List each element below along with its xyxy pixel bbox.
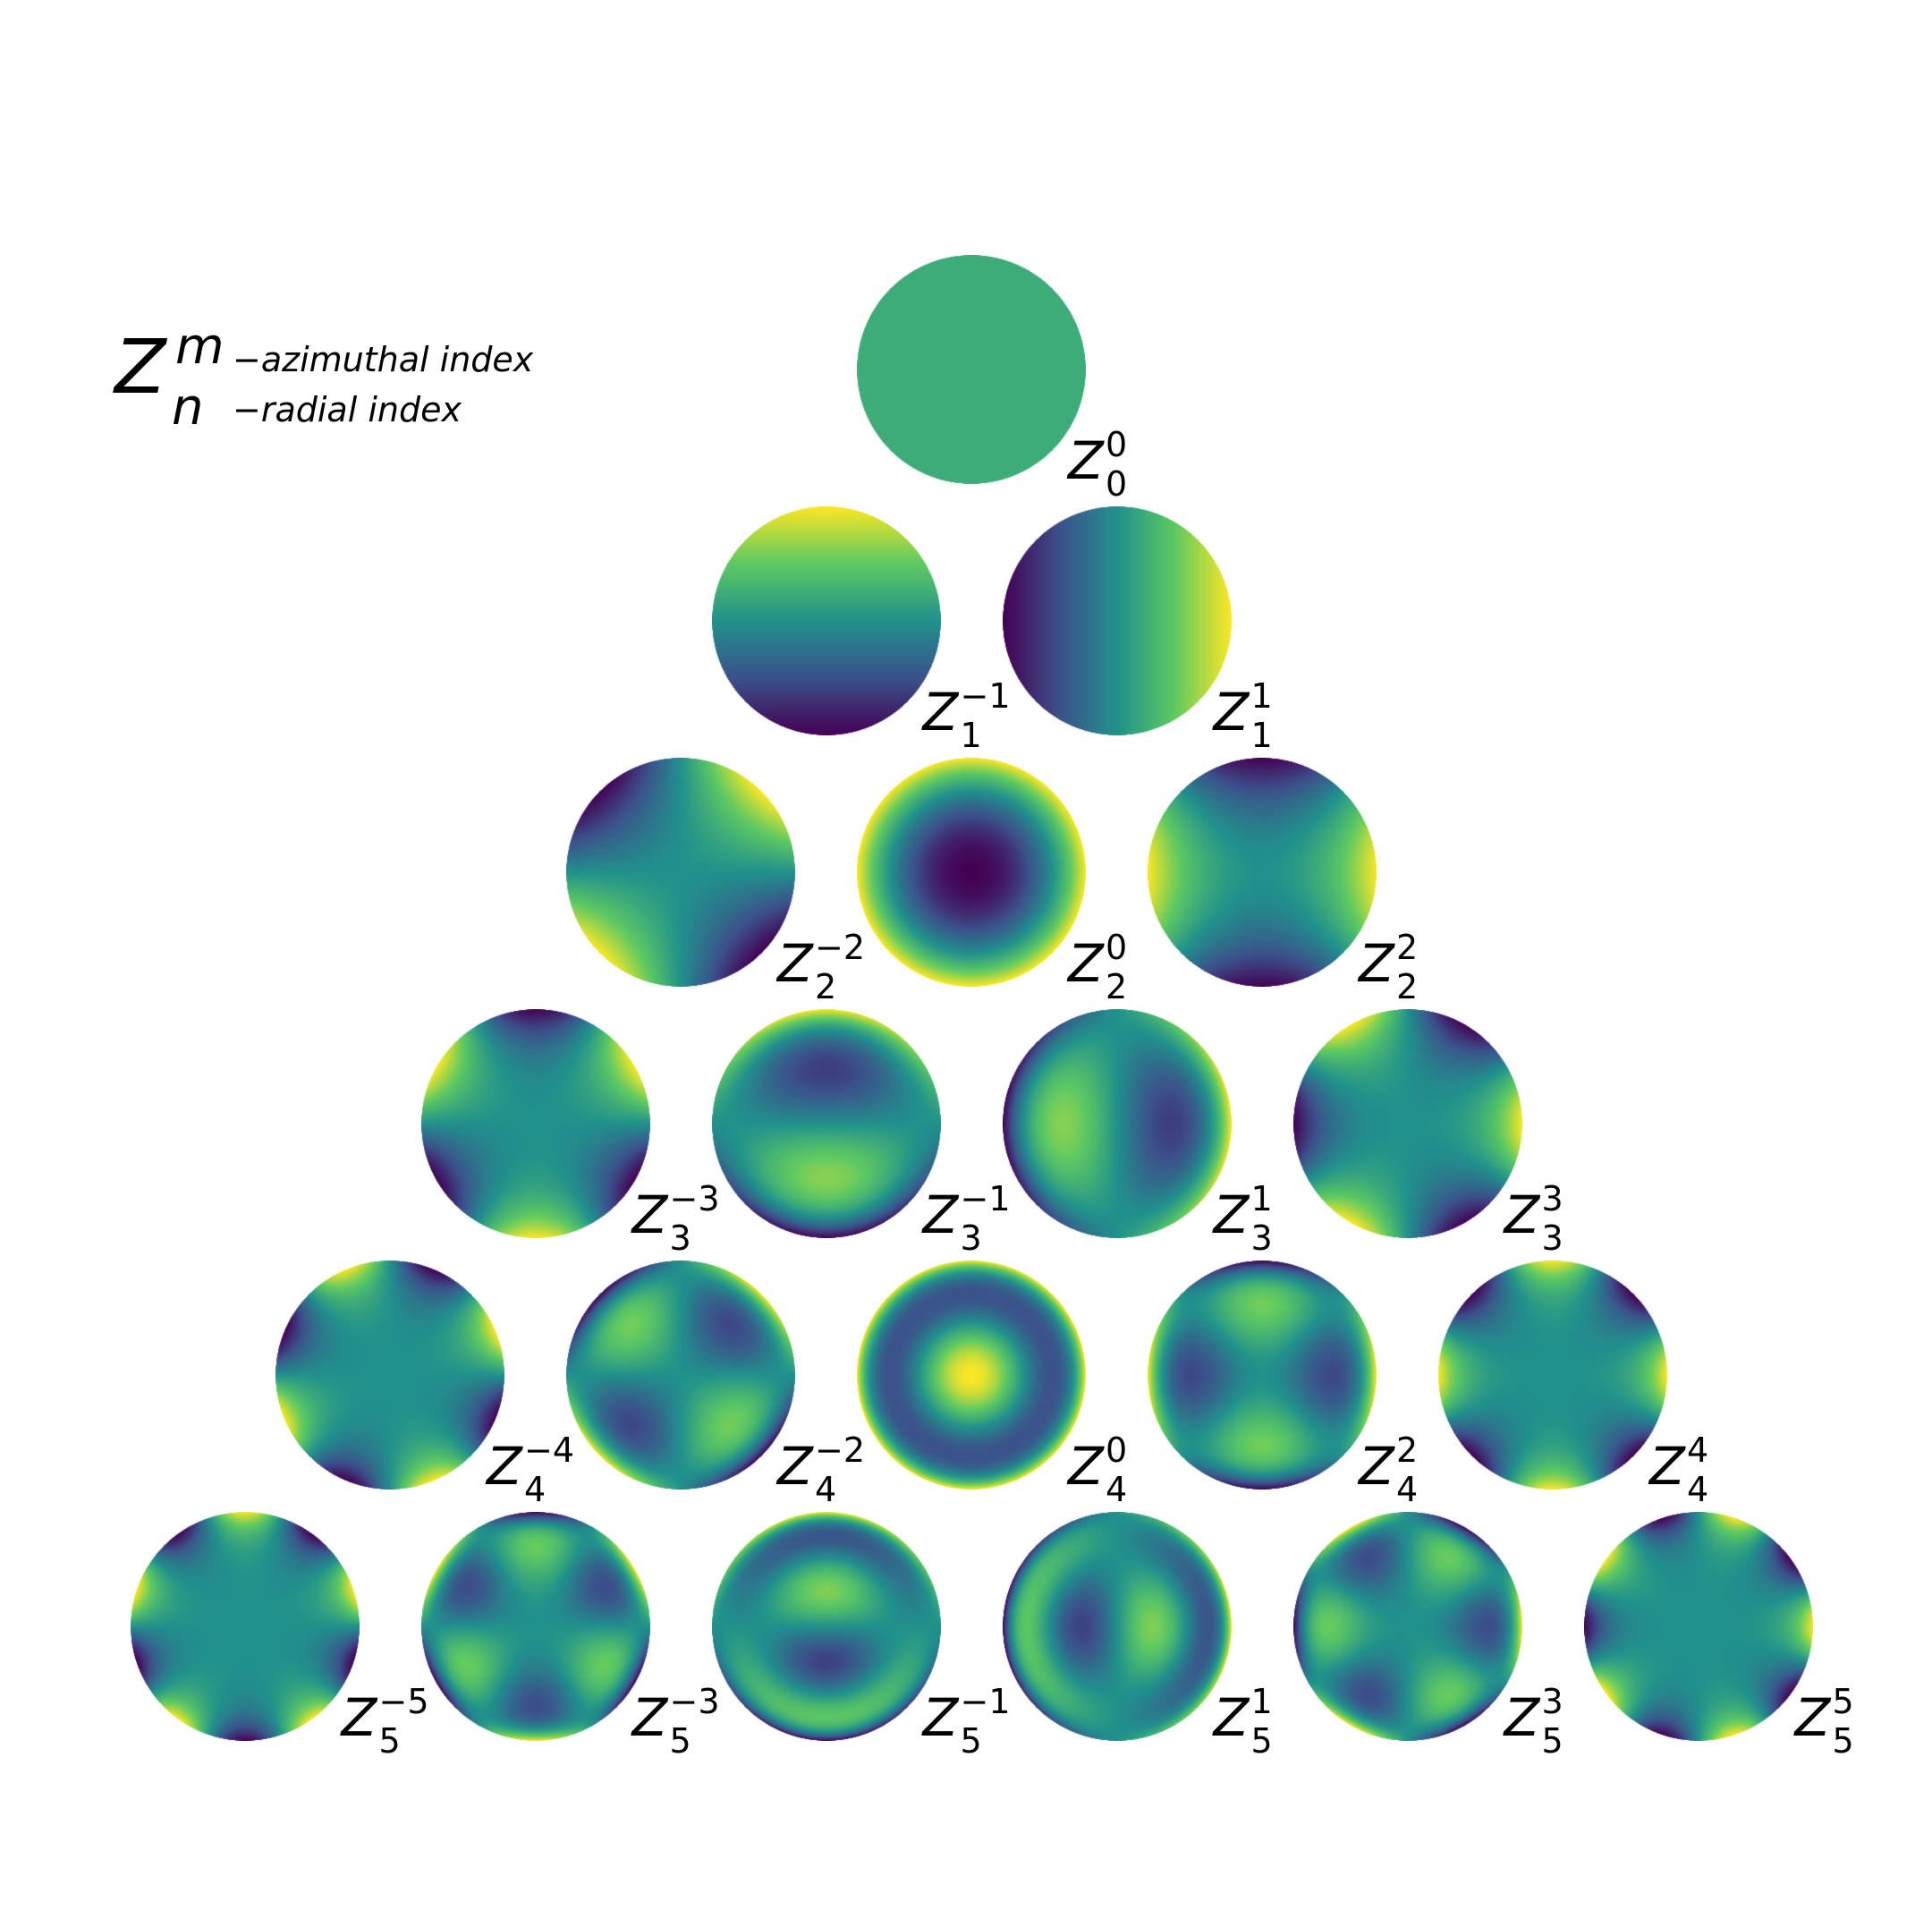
zernike-disk-n2-m2 [1148, 758, 1377, 987]
label-subscript: 3 [1542, 1220, 1563, 1256]
zernike-disk-n3-mneg1 [712, 1009, 941, 1238]
label-superscript: 2 [1396, 930, 1418, 965]
zernike-disk-n3-m3 [1293, 1009, 1522, 1238]
zernike-disk-n4-mneg4 [275, 1261, 504, 1490]
label-subscript: 5 [670, 1723, 691, 1759]
label-superscript: 1 [1251, 1684, 1273, 1719]
label-symbol: Z [1504, 1691, 1540, 1744]
label-subscript: 1 [961, 717, 982, 753]
legend-azimuthal-text: −azimuthal index [233, 342, 533, 378]
label-subscript: 5 [961, 1723, 982, 1759]
label-symbol: Z [1214, 685, 1250, 739]
label-symbol: Z [487, 1439, 522, 1493]
zernike-disk-n4-mneg2 [566, 1261, 795, 1490]
zernike-disk-n5-mneg5 [131, 1512, 360, 1741]
label-subscript: 2 [1396, 969, 1418, 1005]
label-superscript: 5 [1833, 1684, 1854, 1719]
label-superscript: 0 [1106, 427, 1127, 463]
label-subscript: 1 [1251, 717, 1273, 753]
zernike-disk-n5-m5 [1584, 1512, 1813, 1741]
legend-subscript: n [172, 383, 204, 433]
label-symbol: Z [342, 1691, 377, 1744]
label-subscript: 2 [815, 969, 836, 1005]
label-subscript: 4 [1687, 1472, 1708, 1507]
label-symbol: Z [1359, 937, 1394, 990]
label-superscript: 2 [1396, 1432, 1418, 1468]
zernike-disk-n3-mneg3 [421, 1009, 650, 1238]
label-symbol: Z [1649, 1439, 1685, 1493]
label-superscript: 1 [1251, 678, 1273, 714]
legend-superscript: m [175, 322, 225, 372]
label-subscript: 3 [1251, 1220, 1273, 1256]
label-subscript: 5 [1251, 1723, 1273, 1759]
label-subscript: 0 [1106, 466, 1127, 502]
zernike-disk-n3-m1 [1003, 1009, 1232, 1238]
zernike-disk-n4-m2 [1148, 1261, 1377, 1490]
label-symbol: Z [1068, 434, 1104, 488]
label-symbol: Z [632, 1691, 668, 1744]
label-symbol: Z [1504, 1188, 1540, 1242]
label-symbol: Z [1068, 1439, 1104, 1493]
zernike-disk-n1-m1 [1003, 506, 1232, 735]
zernike-disk-n5-m1 [1003, 1512, 1232, 1741]
label-symbol: Z [923, 685, 959, 739]
label-superscript: 0 [1106, 930, 1127, 965]
label-symbol: Z [777, 937, 813, 990]
label-subscript: 5 [1542, 1723, 1563, 1759]
label-subscript: 5 [379, 1723, 401, 1759]
label-subscript: 3 [961, 1220, 982, 1256]
zernike-disk-n1-mneg1 [712, 506, 941, 735]
label-symbol: Z [923, 1691, 959, 1744]
label-symbol: Z [1068, 937, 1104, 990]
legend-radial-text: −radial index [233, 392, 462, 428]
label-superscript: 1 [1251, 1181, 1273, 1217]
label-symbol: Z [1359, 1439, 1394, 1493]
label-symbol: Z [923, 1188, 959, 1242]
label-symbol: Z [1795, 1691, 1831, 1744]
zernike-disk-n5-mneg3 [421, 1512, 650, 1741]
zernike-disk-n5-mneg1 [712, 1512, 941, 1741]
label-superscript: 3 [1542, 1684, 1563, 1719]
zernike-disk-n5-m3 [1293, 1512, 1522, 1741]
zernike-disk-n0-m0 [857, 255, 1086, 484]
label-superscript: 4 [1687, 1432, 1708, 1468]
label-superscript: 3 [1542, 1181, 1563, 1217]
zernike-disk-n2-mneg2 [566, 758, 795, 987]
label-subscript: 3 [670, 1220, 691, 1256]
label-subscript: 4 [815, 1472, 836, 1507]
label-subscript: 4 [524, 1472, 546, 1507]
label-subscript: 5 [1833, 1723, 1854, 1759]
legend: Z m n −azimuthal index −radial index [114, 329, 615, 437]
legend-symbol: Z [114, 329, 166, 404]
label-symbol: Z [777, 1439, 813, 1493]
zernike-disk-n4-m4 [1438, 1261, 1667, 1490]
zernike-disk-n4-m0 [857, 1261, 1086, 1490]
label-subscript: 4 [1396, 1472, 1418, 1507]
label-symbol: Z [632, 1188, 668, 1242]
label-subscript: 2 [1106, 969, 1127, 1005]
zernike-disk-n2-m0 [857, 758, 1086, 987]
zernike-label-n0-m0: Z00 [1068, 427, 1175, 507]
label-subscript: 4 [1106, 1472, 1127, 1507]
label-symbol: Z [1214, 1691, 1250, 1744]
label-symbol: Z [1214, 1188, 1250, 1242]
label-superscript: 0 [1106, 1432, 1127, 1468]
